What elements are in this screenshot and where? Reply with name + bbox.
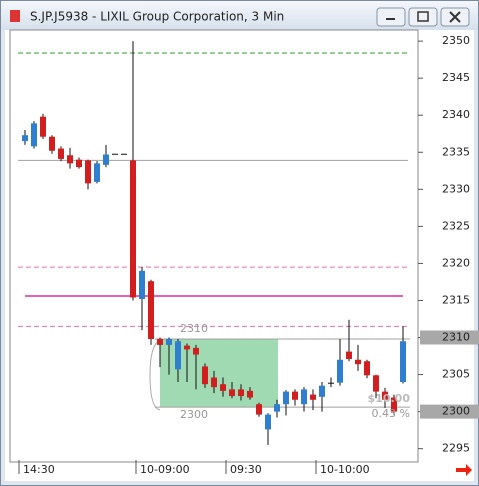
annotation: 2310: [180, 322, 208, 335]
minimize-button[interactable]: [376, 7, 406, 27]
y-tick-label: 2305: [442, 368, 470, 381]
y-tick-label: 2330: [442, 182, 470, 195]
candle-body: [121, 153, 127, 155]
candle-body: [274, 404, 280, 412]
candle-body: [346, 351, 352, 360]
x-tick-label: 10-09:00: [140, 463, 190, 476]
candle-body: [31, 123, 37, 147]
y-tick-label: 2335: [442, 145, 470, 158]
window-title: S.JP.J5938 - LIXIL Group Corporation, 3 …: [30, 10, 284, 24]
minimize-icon: [386, 18, 395, 20]
candle-body: [220, 384, 226, 391]
x-tick-label: 14:30: [23, 463, 55, 476]
candle-body: [103, 154, 109, 165]
y-tick-label: 2325: [442, 219, 470, 232]
candle-body: [22, 135, 28, 142]
candle-body: [355, 359, 361, 365]
annotation: 2300: [180, 408, 208, 421]
candle-body: [319, 385, 325, 397]
candle-body: [247, 390, 253, 398]
range-bracket: [149, 339, 161, 411]
scroll-arrow[interactable]: [456, 464, 472, 476]
candle-body: [265, 414, 271, 430]
y-tick-label: 2300: [442, 405, 470, 418]
x-tick-label: 09:30: [230, 463, 262, 476]
y-tick-label: 2340: [442, 108, 470, 121]
candle-body: [283, 391, 289, 405]
candle-body: [373, 375, 379, 392]
candle-body: [382, 391, 388, 400]
candle-body: [229, 389, 235, 397]
candle-body: [292, 391, 298, 400]
candle-body: [166, 338, 172, 345]
candle-body: [139, 270, 145, 299]
candle-body: [94, 163, 100, 182]
app-icon: [10, 10, 20, 22]
candle-body: [202, 366, 208, 385]
y-tick-label: 2295: [442, 442, 470, 455]
candle-body: [337, 359, 343, 383]
close-icon: [449, 11, 461, 23]
maximize-icon: [417, 11, 429, 22]
x-tick-label: 10-10:00: [320, 463, 370, 476]
annotation: $10.00: [368, 392, 411, 405]
price-box: [420, 404, 479, 419]
candle-body: [301, 389, 307, 405]
annotation: 0.43 %: [372, 407, 410, 420]
candle-body: [49, 136, 55, 151]
candle-body: [157, 338, 163, 345]
plot: 2295 2300 2305 2310 2315 2320 2325 2330 2335 2340…: [18, 34, 479, 476]
candle-body: [85, 160, 91, 184]
candle-body: [400, 341, 406, 382]
candle-body: [175, 341, 181, 370]
candle-body: [76, 159, 82, 168]
y-tick-label: 2315: [442, 293, 470, 306]
candle-body: [364, 361, 370, 376]
candle-body: [184, 345, 190, 350]
y-tick-label: 2345: [442, 71, 470, 84]
candle-body: [58, 148, 64, 159]
candle-body: [211, 377, 217, 388]
candle-body: [148, 281, 154, 339]
maximize-button[interactable]: [408, 7, 438, 27]
candle-body: [67, 155, 73, 164]
candle-body: [256, 404, 262, 415]
candle-body: [40, 116, 46, 137]
candle-body: [238, 389, 244, 397]
candle-body: [112, 153, 118, 155]
window-buttons[interactable]: [376, 7, 470, 27]
candle-body: [391, 397, 397, 412]
candle-body: [193, 347, 199, 355]
price-box: [420, 330, 479, 345]
y-tick-label: 2320: [442, 256, 470, 269]
candle-body: [310, 394, 316, 400]
y-tick-label: 2350: [442, 34, 470, 47]
candle-body: [130, 160, 136, 298]
y-tick-label: 2310: [442, 331, 470, 344]
candle-body: [328, 382, 334, 384]
